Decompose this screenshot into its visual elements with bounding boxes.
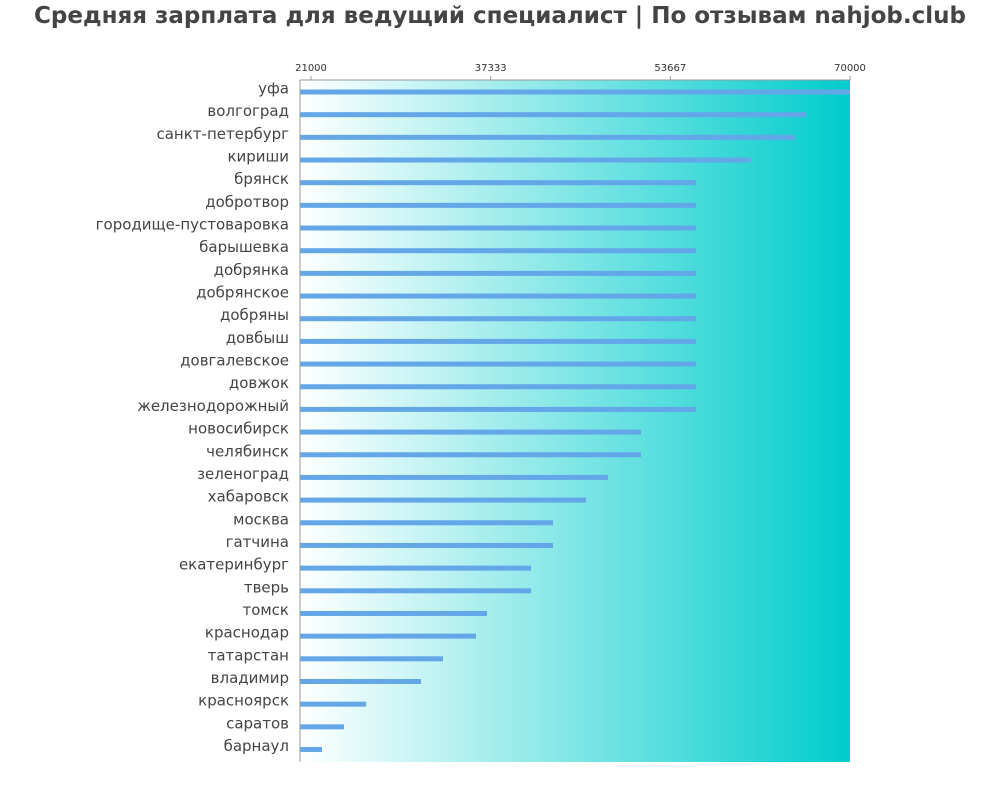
category-label: челябинск (206, 442, 289, 460)
bar (300, 157, 751, 163)
bar (300, 134, 795, 140)
category-label: новосибирск (188, 420, 289, 438)
category-label: хабаровск (208, 488, 289, 506)
bar (300, 474, 608, 480)
bar (300, 270, 696, 276)
bar (300, 429, 641, 435)
category-label: добрянка (214, 261, 289, 279)
bar (300, 588, 531, 594)
bar (300, 180, 696, 186)
plot-background (300, 80, 850, 762)
x-tick-label: 70000 (834, 63, 866, 74)
category-label: добрянское (196, 284, 289, 302)
bar (300, 678, 421, 684)
x-tick-label: 21000 (295, 63, 327, 74)
category-label: саратов (226, 714, 289, 732)
bar (300, 633, 476, 639)
bars (300, 89, 850, 752)
bar (300, 452, 641, 458)
category-labels: уфа волгоград санкт-петербург кириши брянск д… (96, 80, 289, 756)
category-label: довгалевское (180, 352, 289, 370)
category-label: краснодар (205, 624, 289, 642)
bar (300, 701, 366, 707)
chart-title: Средняя зарплата для ведущий специалист … (34, 3, 966, 29)
category-label: довбыш (226, 329, 289, 347)
x-tick-label: 37333 (475, 63, 507, 74)
bar (300, 656, 443, 662)
bar (300, 89, 850, 95)
bar (300, 316, 696, 322)
category-label: зеленоград (197, 465, 289, 483)
bar (300, 520, 553, 526)
category-label: санкт-петербург (156, 125, 289, 143)
category-label: городище-пустоваровка (96, 216, 289, 234)
category-label: добряны (220, 306, 289, 324)
category-label: екатеринбург (179, 556, 289, 574)
bar (300, 248, 696, 254)
category-label: брянск (234, 170, 289, 188)
category-label: томск (242, 601, 289, 619)
bar (300, 293, 696, 299)
bar (300, 225, 696, 231)
bar (300, 112, 806, 118)
bar (300, 361, 696, 367)
category-label: барышевка (199, 238, 289, 256)
bar (300, 542, 553, 548)
x-axis: 21000 37333 53667 70000 (295, 63, 866, 80)
category-label: татарстан (208, 646, 289, 664)
bar (300, 202, 696, 208)
category-label: уфа (258, 80, 289, 98)
category-label: тверь (244, 578, 289, 596)
bar (300, 338, 696, 344)
category-label: кириши (227, 148, 289, 166)
category-label: красноярск (198, 692, 289, 710)
category-label: железнодорожный (137, 397, 289, 415)
bar (300, 610, 487, 616)
bar (300, 724, 344, 730)
bar (300, 747, 322, 752)
bar (300, 497, 586, 503)
x-tick-label: 53667 (654, 63, 686, 74)
bar (300, 406, 696, 412)
category-label: гатчина (226, 533, 289, 551)
category-label: добротвор (205, 193, 289, 211)
category-label: москва (233, 510, 289, 528)
category-label: барнаул (224, 737, 289, 755)
category-label: довжок (229, 374, 289, 392)
bar (300, 565, 531, 571)
bar (300, 384, 696, 390)
category-label: владимир (211, 669, 289, 687)
category-label: волгоград (207, 102, 289, 120)
